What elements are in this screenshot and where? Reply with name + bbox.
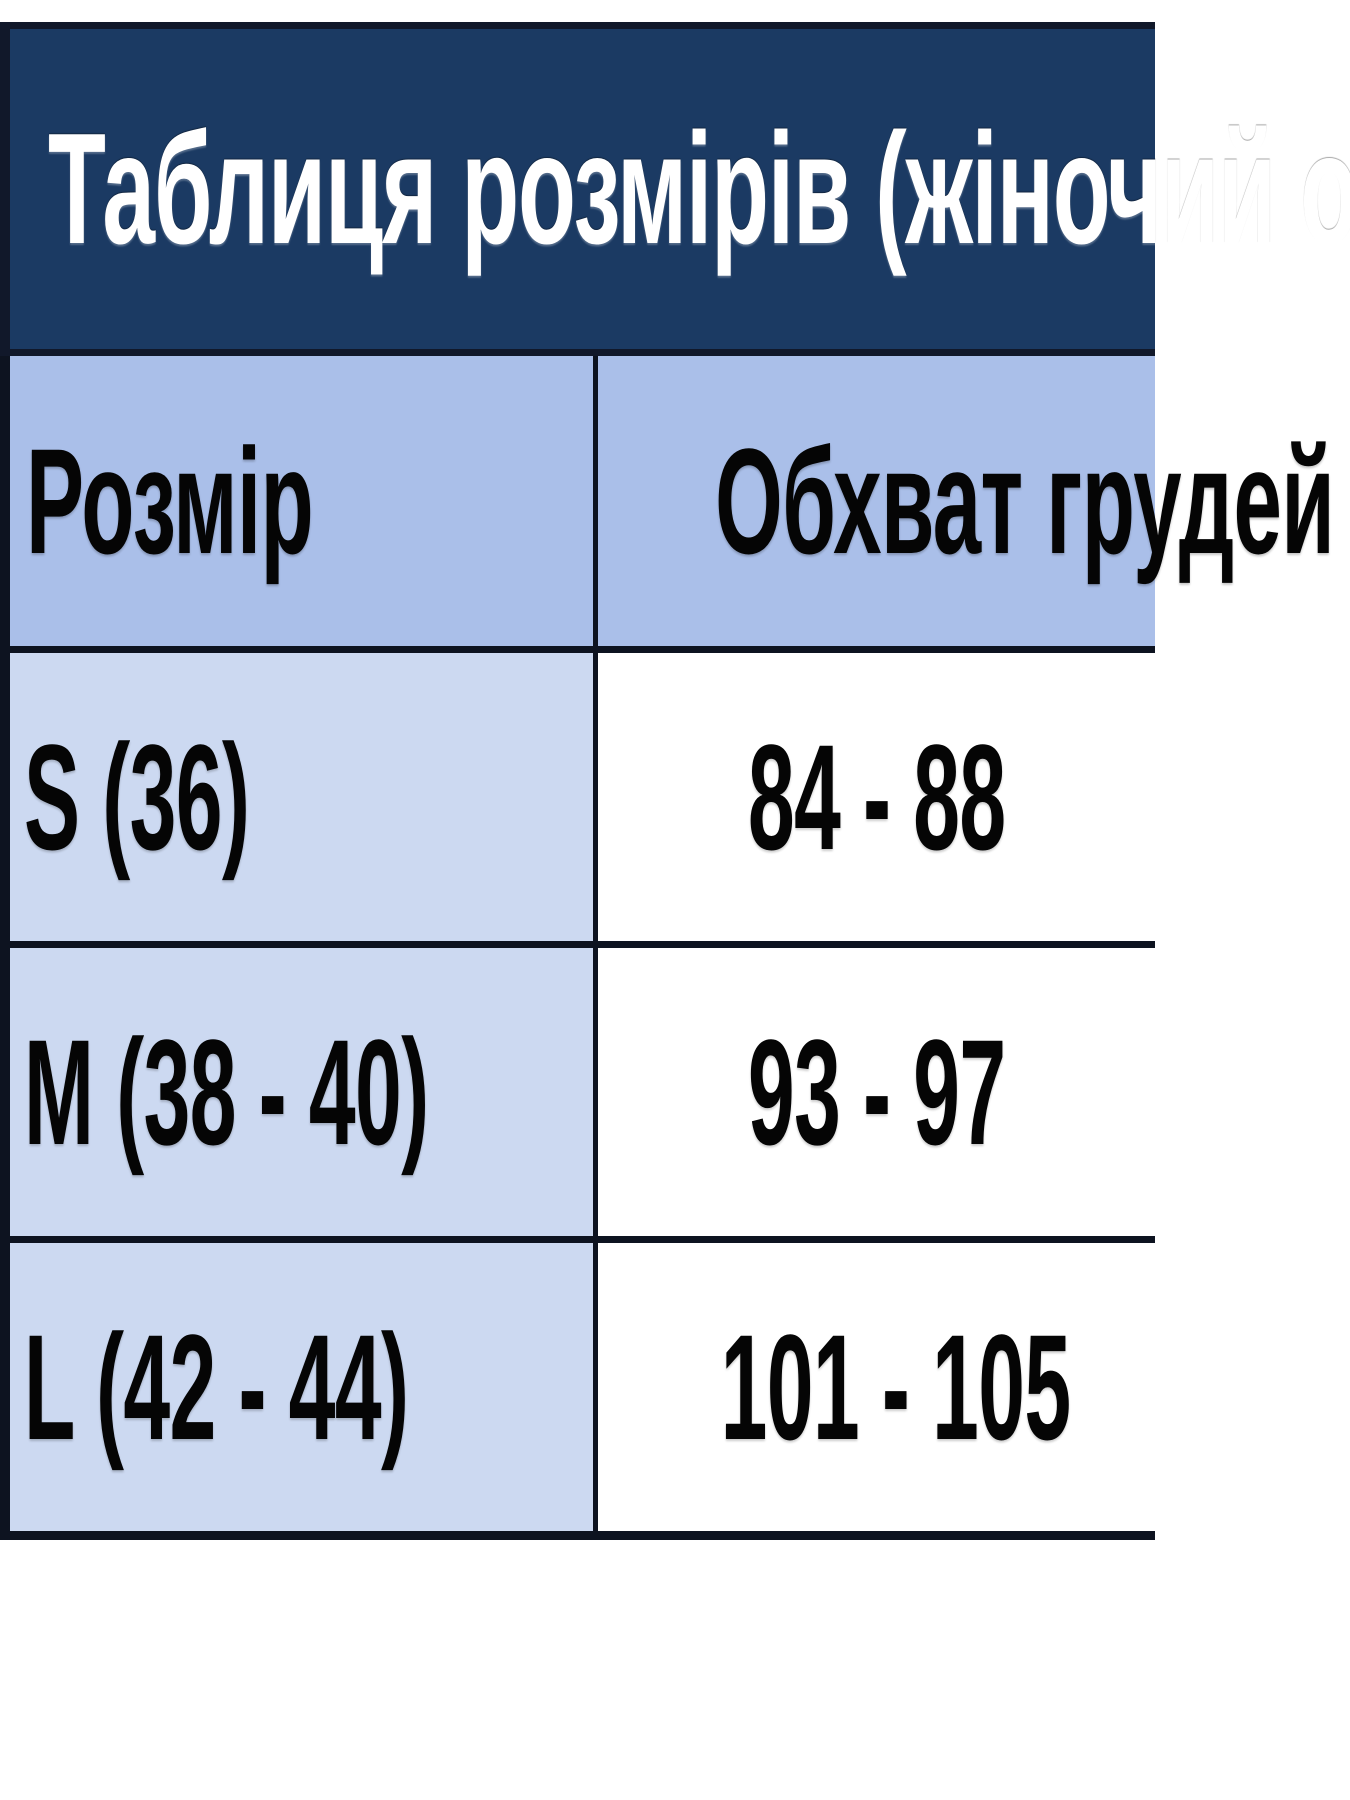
table-title-row: Таблиця розмірів (жіночий одяг) (0, 22, 1350, 356)
cell-chest: 84 - 88 (592, 646, 1156, 948)
column-header-chest: Обхват грудей (592, 349, 1335, 653)
cell-size: M (38 - 40) (0, 941, 595, 1243)
cell-size-value: L (42 - 44) (24, 1302, 409, 1471)
page-title: Таблиця розмірів (жіночий одяг) (48, 100, 1350, 277)
table-row: M (38 - 40) 93 - 97 (0, 941, 1156, 1243)
column-header-chest-label: Обхват грудей (714, 416, 1335, 585)
cell-chest-value: 93 - 97 (747, 1007, 1006, 1176)
cell-size: S (36) (0, 646, 595, 948)
table-row: S (36) 84 - 88 (0, 646, 1156, 948)
cell-chest-value: 101 - 105 (720, 1302, 1071, 1471)
table-title-cell: Таблиця розмірів (жіночий одяг) (0, 22, 1350, 356)
cell-chest-value: 84 - 88 (747, 712, 1006, 881)
cell-chest: 101 - 105 (592, 1236, 1156, 1540)
table-row: L (42 - 44) 101 - 105 (0, 1236, 1156, 1540)
column-header-size-label: Розмір (26, 416, 314, 585)
cell-chest: 93 - 97 (592, 941, 1156, 1243)
table-header-row: Розмір Обхват грудей (0, 349, 1335, 653)
cell-size-value: M (38 - 40) (24, 1007, 429, 1176)
cell-size-value: S (36) (24, 712, 250, 881)
size-chart-table: Таблиця розмірів (жіночий одяг) Розмір О… (0, 22, 1350, 1540)
column-header-size: Розмір (0, 349, 595, 653)
cell-size: L (42 - 44) (0, 1236, 595, 1540)
